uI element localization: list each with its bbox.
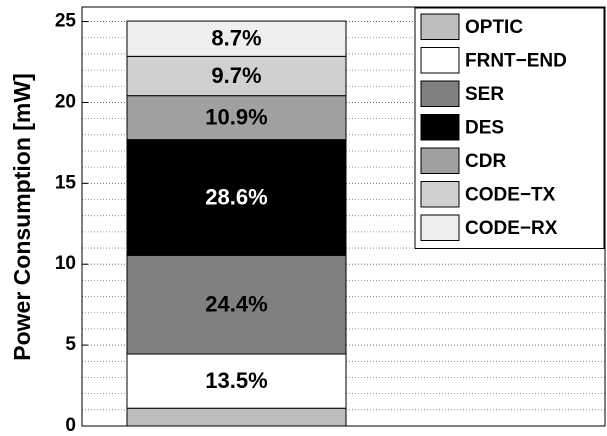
- y-tick-label: 20: [55, 91, 76, 112]
- bar-segment: [126, 20, 347, 57]
- bar-segment: [126, 55, 347, 97]
- legend-label: CDR: [465, 151, 506, 172]
- bar-segment: [126, 95, 347, 141]
- y-tick-label: 5: [65, 334, 76, 355]
- legend-label: CODE−TX: [465, 184, 556, 205]
- value-label: 13.5%: [205, 368, 267, 393]
- legend-swatch: [420, 114, 460, 141]
- bar-segment: [126, 139, 347, 256]
- value-label: 10.9%: [205, 104, 267, 129]
- legend-swatch: [420, 80, 460, 107]
- legend-swatch: [420, 13, 460, 40]
- y-tick-label: 0: [65, 415, 76, 436]
- legend-swatch: [420, 181, 460, 208]
- plot-frame: [81, 6, 606, 427]
- legend-label: SER: [465, 84, 504, 105]
- bar-segment: [126, 407, 347, 427]
- legend-swatch: [420, 147, 460, 174]
- legend-label: FRNT−END: [465, 50, 567, 71]
- value-label: 9.7%: [211, 63, 261, 88]
- value-label: 28.6%: [205, 184, 267, 209]
- y-tick-label: 10: [55, 253, 76, 274]
- legend-label: CODE−RX: [465, 218, 558, 239]
- legend-label: OPTIC: [465, 17, 523, 38]
- value-label: 24.4%: [205, 291, 267, 316]
- y-tick-label: 25: [55, 11, 77, 32]
- bar-segment: [126, 254, 347, 355]
- legend-label: DES: [465, 117, 504, 138]
- y-tick-label: 15: [55, 172, 77, 193]
- legend-swatch: [420, 47, 460, 74]
- y-axis-label: Power Consumption [mW]: [9, 73, 35, 360]
- legend-swatch: [420, 214, 460, 241]
- bar-segment: [126, 353, 347, 409]
- value-label: 8.7%: [211, 26, 261, 51]
